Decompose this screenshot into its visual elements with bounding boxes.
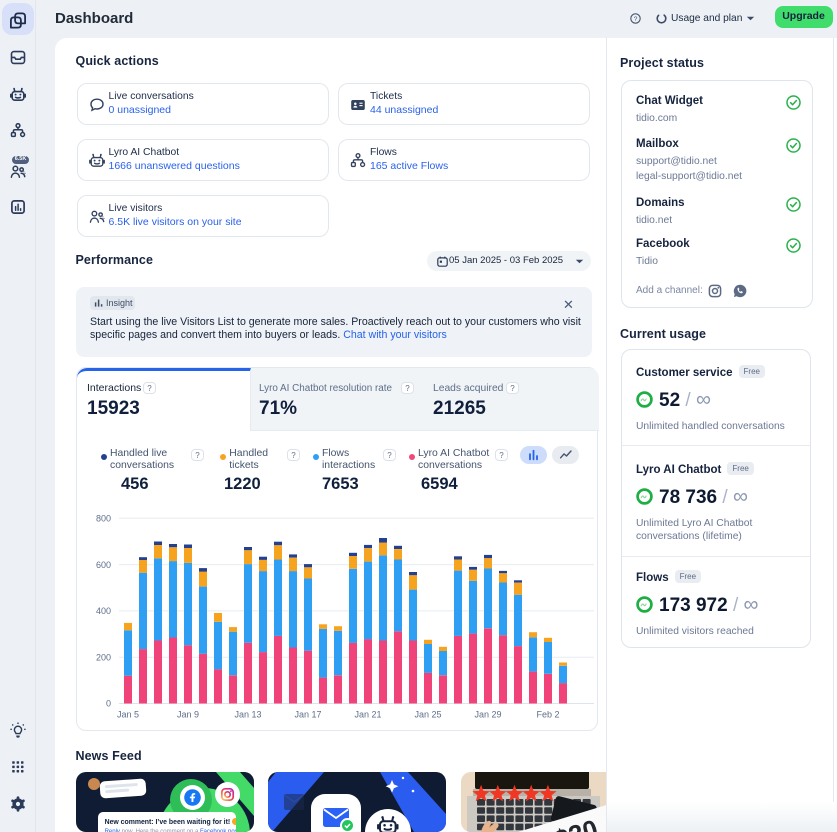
svg-text:0: 0 (106, 699, 111, 709)
svg-text:?: ? (633, 16, 637, 23)
svg-text:Jan 17: Jan 17 (294, 710, 321, 720)
svg-text:200: 200 (96, 652, 111, 662)
svg-text:Jan 9: Jan 9 (177, 710, 199, 720)
svg-text:Jan 13: Jan 13 (234, 710, 261, 720)
svg-text:Feb 2: Feb 2 (536, 710, 559, 720)
svg-text:Jan 25: Jan 25 (414, 710, 441, 720)
svg-text:800: 800 (96, 514, 111, 524)
svg-text:Jan 5: Jan 5 (117, 710, 139, 720)
svg-text:Jan 21: Jan 21 (354, 710, 381, 720)
svg-text:Jan 29: Jan 29 (474, 710, 501, 720)
svg-text:600: 600 (96, 560, 111, 570)
svg-text:400: 400 (96, 606, 111, 616)
